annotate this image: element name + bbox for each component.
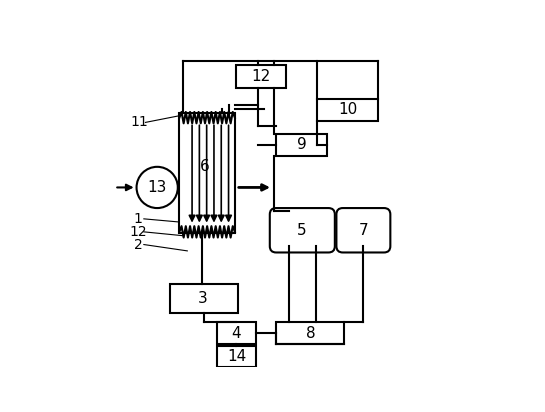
- Text: 2: 2: [134, 238, 142, 252]
- Text: 13: 13: [148, 180, 167, 195]
- Text: 11: 11: [131, 115, 149, 129]
- Bar: [276, 322, 344, 344]
- Bar: [170, 284, 238, 313]
- Bar: [237, 66, 286, 87]
- Text: 4: 4: [232, 326, 241, 341]
- Text: 8: 8: [306, 326, 316, 341]
- Circle shape: [137, 167, 178, 208]
- Bar: [217, 346, 256, 367]
- Text: 6: 6: [200, 159, 210, 174]
- Bar: [317, 98, 378, 121]
- Bar: [179, 113, 235, 234]
- FancyBboxPatch shape: [270, 208, 335, 253]
- Bar: [217, 322, 256, 344]
- Bar: [276, 133, 327, 156]
- Text: 12: 12: [251, 69, 270, 84]
- Text: 10: 10: [338, 102, 357, 117]
- Text: 3: 3: [198, 291, 208, 306]
- Text: 12: 12: [129, 225, 147, 239]
- Text: 14: 14: [227, 349, 246, 364]
- FancyBboxPatch shape: [336, 208, 390, 253]
- Text: 7: 7: [359, 223, 368, 238]
- Text: 9: 9: [296, 137, 306, 152]
- Text: 1: 1: [134, 212, 143, 226]
- Text: 5: 5: [296, 223, 306, 238]
